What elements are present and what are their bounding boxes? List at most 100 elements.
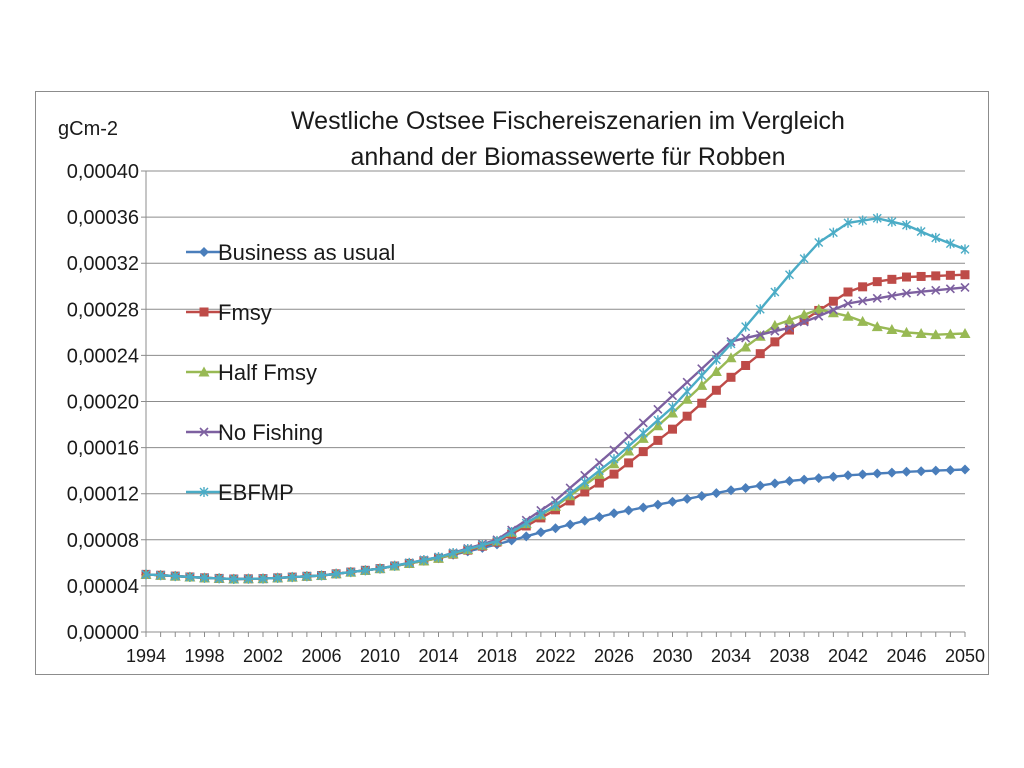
data-point: [902, 272, 911, 282]
data-point: [565, 496, 575, 506]
data-point: [667, 407, 678, 418]
data-point: [638, 502, 649, 513]
legend-item: No Fishing: [186, 420, 323, 445]
data-point: [506, 535, 517, 546]
chart-frame: Westliche Ostsee Fischereiszenarien im V…: [35, 91, 989, 675]
data-point: [711, 488, 722, 499]
data-point: [609, 454, 619, 465]
chart-title-line-2: anhand der Biomassewerte für Robben: [351, 143, 786, 171]
data-point: [960, 244, 970, 255]
legend-item: Half Fmsy: [186, 360, 317, 385]
data-point: [696, 379, 708, 390]
data-point: [346, 567, 356, 578]
data-point: [710, 366, 722, 377]
data-point: [156, 570, 166, 581]
y-tick-label: 0,00008: [67, 530, 139, 552]
data-point: [827, 307, 839, 318]
data-point: [814, 311, 824, 321]
data-point: [624, 441, 634, 452]
data-point: [770, 326, 780, 336]
data-point: [726, 372, 736, 382]
data-point: [755, 304, 765, 315]
data-point: [901, 288, 912, 298]
y-tick-label: 0,00024: [67, 345, 139, 367]
legend-marker: [199, 427, 209, 437]
data-point: [594, 458, 604, 468]
data-point: [653, 404, 663, 414]
data-point: [609, 508, 619, 519]
data-point: [725, 352, 737, 363]
y-tick-labels: 0,00000 0,00004 0,00008 0,00012 0,00016 0,000…: [67, 161, 139, 644]
legend-label: No Fishing: [218, 420, 323, 445]
data-point: [726, 485, 736, 496]
data-point: [916, 226, 926, 237]
x-tick-label: 2006: [301, 646, 341, 666]
series-ebfmp: [141, 213, 970, 584]
data-point: [784, 476, 795, 487]
legend-item: EBFMP: [186, 480, 294, 505]
data-point: [521, 531, 532, 542]
data-point: [785, 269, 794, 280]
y-tick-label: 0,00004: [67, 576, 139, 598]
legend-label: Fmsy: [218, 300, 272, 325]
data-point: [945, 238, 955, 249]
data-point: [258, 573, 268, 584]
data-point: [214, 573, 224, 584]
legend-marker: [199, 307, 209, 317]
data-point: [740, 482, 751, 493]
x-tick-label: 2002: [243, 646, 283, 666]
data-point: [360, 565, 370, 576]
data-point: [580, 487, 590, 497]
data-point: [828, 227, 838, 238]
data-point: [945, 465, 956, 476]
data-point: [813, 473, 824, 484]
data-point: [858, 296, 868, 306]
data-point: [887, 274, 897, 284]
data-point: [624, 431, 634, 441]
data-point: [915, 328, 927, 339]
data-point: [755, 349, 765, 359]
data-point: [931, 271, 941, 281]
data-point: [814, 237, 824, 248]
data-point: [536, 509, 546, 520]
data-point: [798, 309, 810, 320]
data-point: [565, 488, 575, 499]
data-point: [638, 428, 648, 439]
data-point: [857, 469, 868, 480]
data-point: [740, 341, 752, 352]
data-point: [858, 282, 868, 292]
data-point: [653, 435, 663, 445]
data-point: [609, 445, 619, 455]
data-point: [697, 370, 707, 381]
data-point: [273, 572, 283, 583]
data-point: [799, 315, 809, 325]
data-point: [945, 284, 955, 294]
legend-label: Half Fmsy: [218, 360, 317, 385]
data-point: [842, 310, 854, 321]
legend-label: Business as usual: [218, 240, 395, 265]
data-point: [419, 554, 429, 565]
data-point: [872, 468, 883, 479]
x-tick-label: 2022: [535, 646, 575, 666]
y-tick-label: 0,00032: [67, 253, 139, 275]
data-point: [448, 548, 458, 559]
legend-item: Business as usual: [186, 240, 395, 265]
data-point: [886, 467, 897, 478]
y-tick-label: 0,00020: [67, 392, 139, 414]
x-tick-label: 2042: [828, 646, 868, 666]
data-point: [668, 424, 677, 434]
data-point: [960, 464, 970, 475]
data-point: [769, 478, 780, 489]
data-point: [682, 386, 692, 397]
data-point: [755, 480, 766, 491]
data-point: [550, 523, 561, 534]
data-point: [317, 570, 326, 581]
data-point: [755, 330, 765, 340]
data-point: [711, 385, 721, 395]
chart-title-line-1: Westliche Ostsee Fischereiszenarien im V…: [291, 107, 845, 135]
data-point: [521, 518, 531, 529]
y-unit-label: gCm-2: [58, 118, 118, 140]
data-point: [828, 305, 838, 315]
data-point: [916, 287, 926, 297]
x-tick-label: 2038: [769, 646, 809, 666]
